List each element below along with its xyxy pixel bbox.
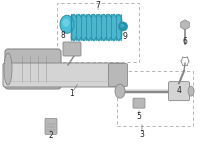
Text: 5: 5	[137, 112, 141, 121]
Text: 9: 9	[123, 32, 127, 41]
Bar	[117, 71, 193, 126]
Text: 4: 4	[177, 86, 181, 95]
Text: 1: 1	[70, 89, 74, 98]
FancyBboxPatch shape	[3, 63, 124, 87]
FancyBboxPatch shape	[133, 98, 145, 108]
Ellipse shape	[118, 22, 128, 31]
Text: 2: 2	[49, 131, 53, 141]
FancyBboxPatch shape	[45, 118, 57, 134]
FancyBboxPatch shape	[168, 82, 190, 101]
Text: 8: 8	[61, 31, 65, 40]
Text: 3: 3	[140, 130, 144, 139]
Ellipse shape	[115, 84, 125, 98]
FancyBboxPatch shape	[108, 64, 128, 86]
Ellipse shape	[62, 19, 70, 27]
Ellipse shape	[120, 24, 124, 28]
Ellipse shape	[4, 53, 12, 85]
Ellipse shape	[60, 15, 74, 33]
Text: 6: 6	[183, 37, 187, 46]
Ellipse shape	[188, 86, 194, 96]
Bar	[57, 3, 139, 62]
Text: 7: 7	[96, 1, 100, 10]
FancyBboxPatch shape	[63, 42, 81, 56]
FancyBboxPatch shape	[5, 49, 61, 89]
